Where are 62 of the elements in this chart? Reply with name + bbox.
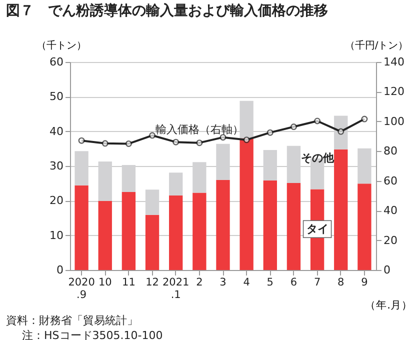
bar bbox=[192, 192, 206, 270]
bar bbox=[169, 195, 183, 270]
x-axis-title: （年.月） bbox=[365, 300, 412, 312]
x-tick-label: 2020 .9 bbox=[68, 276, 95, 301]
point bbox=[314, 118, 321, 124]
y-tick-label: 30 bbox=[50, 160, 64, 172]
y-tick-label: 40 bbox=[50, 124, 64, 138]
point bbox=[172, 138, 180, 146]
x-tick-label: 8 bbox=[338, 276, 344, 288]
y2-tick-label: 120 bbox=[384, 85, 404, 98]
point bbox=[266, 129, 274, 136]
bar bbox=[122, 192, 136, 270]
bar bbox=[263, 180, 277, 270]
x-tick-label: 2021 .1 bbox=[162, 276, 190, 301]
point bbox=[338, 128, 344, 135]
point bbox=[243, 136, 250, 144]
text: 資料：財務省「貿易統計」 bbox=[6, 313, 139, 328]
y-tick-label: 10 bbox=[50, 228, 64, 242]
x-tick-label: 7 bbox=[314, 276, 321, 288]
x-tick-label: 5 bbox=[266, 276, 274, 288]
x-tick-label: 9 bbox=[361, 276, 368, 288]
y-axis-title: （千トン） bbox=[36, 40, 86, 52]
point bbox=[290, 124, 297, 130]
y2-tick-label: 100 bbox=[384, 114, 404, 128]
bar bbox=[286, 182, 301, 270]
point bbox=[361, 116, 368, 122]
bar bbox=[98, 201, 112, 270]
y2-tick-label: 40 bbox=[384, 204, 398, 218]
series-label: 輸入価格（右軸） bbox=[155, 122, 244, 136]
bar bbox=[334, 149, 348, 270]
x-tick-label: 3 bbox=[220, 276, 226, 288]
bar bbox=[145, 214, 160, 270]
point bbox=[149, 132, 156, 139]
y2-axis-title: （千円/トン） bbox=[344, 40, 408, 52]
y-tick-label: 20 bbox=[50, 194, 64, 208]
bar bbox=[358, 184, 372, 270]
y-tick-label: 50 bbox=[50, 90, 64, 104]
x-tick-label: 4 bbox=[243, 276, 250, 288]
y2-tick-label: 60 bbox=[384, 174, 398, 188]
x-tick-label: 11 bbox=[122, 276, 136, 288]
x-tick-label: 6 bbox=[290, 276, 298, 288]
series-label: その他 bbox=[300, 151, 335, 164]
y2-tick-label: 140 bbox=[384, 56, 404, 68]
y2-tick-label: 80 bbox=[384, 144, 398, 158]
point bbox=[125, 140, 132, 147]
point bbox=[220, 134, 226, 141]
bar bbox=[74, 185, 88, 270]
x-tick-label: 2 bbox=[196, 276, 203, 288]
chart-title: 図７ でん粉誘導体の輸入量および輸入価格の推移 bbox=[6, 2, 328, 19]
point bbox=[78, 137, 85, 144]
y-tick-label: 0 bbox=[56, 264, 64, 276]
x-tick-label: 10 bbox=[98, 276, 112, 288]
bar bbox=[216, 180, 230, 270]
series-label: タイ bbox=[306, 222, 328, 236]
point bbox=[102, 140, 108, 147]
bar bbox=[240, 138, 254, 270]
point bbox=[196, 140, 203, 146]
y-tick-label: 60 bbox=[50, 56, 64, 68]
x-tick-label: 12 bbox=[146, 276, 159, 288]
y2-tick-label: 0 bbox=[384, 264, 390, 276]
y2-tick-label: 20 bbox=[384, 234, 398, 247]
bar bbox=[169, 172, 183, 196]
